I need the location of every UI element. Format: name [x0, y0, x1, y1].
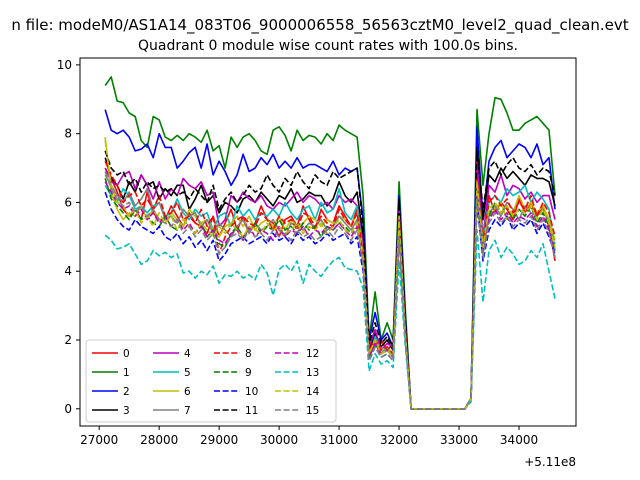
plot-area-frame — [79, 57, 577, 427]
legend-label-6: 6 — [184, 386, 191, 398]
legend-label-4: 4 — [184, 348, 191, 360]
x-tick-label: 33000 — [440, 433, 478, 447]
series-line-8 — [104, 160, 556, 410]
y-axis: 0 2 4 6 8 10 — [57, 58, 80, 416]
series-line-1 — [104, 76, 556, 410]
legend-label-5: 5 — [184, 367, 191, 379]
legend-label-1: 1 — [123, 367, 130, 379]
x-tick-label: 29000 — [200, 433, 238, 447]
legend-label-15: 15 — [306, 405, 319, 417]
x-axis: 27000 28000 29000 30000 31000 32000 33000 34000 — [80, 426, 538, 447]
legend-label-3: 3 — [123, 405, 130, 417]
legend-label-8: 8 — [245, 348, 252, 360]
legend-label-2: 2 — [123, 386, 130, 398]
series-line-4 — [104, 160, 556, 410]
x-tick-label: 27000 — [80, 433, 118, 447]
legend-label-14: 14 — [306, 386, 320, 398]
legend-box — [85, 339, 337, 423]
x-tick-label: 32000 — [380, 433, 418, 447]
y-tick-label: 6 — [64, 195, 72, 209]
y-tick-label: 0 — [64, 402, 72, 416]
legend-label-11: 11 — [245, 405, 258, 417]
x-tick-label: 30000 — [260, 433, 298, 447]
figure-suptitle: n file: modeM0/AS1A14_083T06_9000006558_… — [11, 16, 628, 35]
series-layer — [104, 76, 556, 410]
legend-label-10: 10 — [245, 386, 258, 398]
x-tick-label: 28000 — [140, 433, 178, 447]
legend-label-13: 13 — [306, 367, 319, 379]
x-axis-offset-label: +5.11e8 — [524, 455, 576, 469]
legend-label-0: 0 — [123, 348, 130, 360]
x-tick-label: 31000 — [320, 433, 358, 447]
y-tick-label: 10 — [57, 58, 72, 72]
series-line-11 — [104, 146, 556, 410]
y-tick-label: 2 — [64, 333, 72, 347]
y-tick-label: 4 — [64, 264, 72, 278]
series-line-13 — [104, 229, 556, 410]
series-line-15 — [104, 171, 556, 410]
legend-label-9: 9 — [245, 367, 252, 379]
y-tick-label: 8 — [64, 127, 72, 141]
legend-label-12: 12 — [306, 348, 319, 360]
legend-label-7: 7 — [184, 405, 191, 417]
chart-title: Quadrant 0 module wise count rates with … — [138, 38, 518, 54]
x-tick-label: 34000 — [500, 433, 538, 447]
